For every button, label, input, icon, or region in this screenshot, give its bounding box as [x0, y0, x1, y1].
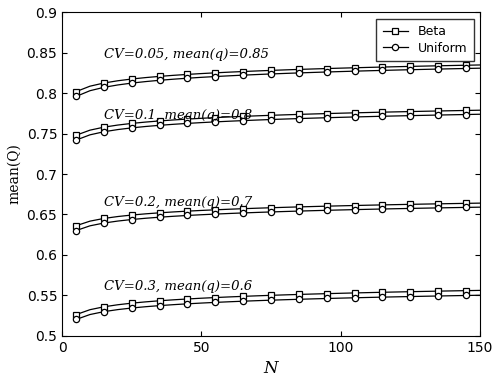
Uniform [296, 71, 302, 75]
Beta [324, 66, 330, 71]
Uniform [407, 68, 413, 72]
Beta [407, 64, 413, 69]
Beta [142, 75, 148, 80]
Uniform [212, 74, 218, 79]
Beta [338, 66, 344, 70]
Beta [421, 64, 427, 68]
Beta [380, 65, 386, 70]
Uniform [282, 71, 288, 76]
Beta [477, 63, 483, 67]
Uniform [394, 68, 400, 72]
Beta [198, 71, 204, 76]
Uniform [128, 81, 134, 85]
Legend: Beta, Uniform: Beta, Uniform [376, 19, 474, 61]
X-axis label: N: N [264, 360, 278, 377]
Beta [87, 84, 93, 88]
Uniform [226, 73, 232, 78]
Uniform [73, 94, 79, 99]
Beta [352, 65, 358, 70]
Uniform [254, 72, 260, 77]
Beta [463, 63, 469, 68]
Beta [170, 73, 176, 78]
Uniform [435, 67, 441, 71]
Text: CV=0.05, mean(q)=0.85: CV=0.05, mean(q)=0.85 [104, 48, 269, 61]
Uniform [338, 69, 344, 74]
Uniform [87, 88, 93, 93]
Beta [449, 63, 455, 68]
Y-axis label: mean(Q): mean(Q) [7, 144, 21, 204]
Beta [268, 68, 274, 73]
Beta [240, 69, 246, 74]
Uniform [170, 77, 176, 81]
Uniform [142, 79, 148, 84]
Line: Beta: Beta [73, 62, 483, 95]
Text: CV=0.2, mean(q)=0.7: CV=0.2, mean(q)=0.7 [104, 196, 252, 209]
Beta [366, 65, 372, 70]
Uniform [449, 66, 455, 71]
Line: Uniform: Uniform [73, 65, 483, 99]
Text: CV=0.1, mean(q)=0.8: CV=0.1, mean(q)=0.8 [104, 109, 252, 122]
Beta [184, 72, 190, 77]
Beta [254, 69, 260, 73]
Uniform [477, 66, 483, 71]
Beta [296, 67, 302, 72]
Beta [435, 63, 441, 68]
Uniform [198, 75, 204, 79]
Uniform [366, 68, 372, 73]
Beta [310, 67, 316, 71]
Uniform [380, 68, 386, 73]
Beta [394, 65, 400, 69]
Uniform [268, 72, 274, 76]
Uniform [156, 78, 162, 83]
Beta [226, 70, 232, 74]
Beta [115, 78, 121, 83]
Uniform [421, 67, 427, 72]
Beta [128, 77, 134, 81]
Uniform [101, 85, 107, 89]
Uniform [240, 73, 246, 78]
Uniform [352, 69, 358, 73]
Beta [101, 81, 107, 85]
Uniform [463, 66, 469, 71]
Uniform [324, 70, 330, 74]
Uniform [310, 70, 316, 75]
Uniform [115, 83, 121, 87]
Text: CV=0.3, mean(q)=0.6: CV=0.3, mean(q)=0.6 [104, 280, 252, 293]
Beta [282, 68, 288, 72]
Beta [212, 71, 218, 75]
Beta [156, 74, 162, 79]
Uniform [184, 76, 190, 81]
Beta [73, 89, 79, 94]
